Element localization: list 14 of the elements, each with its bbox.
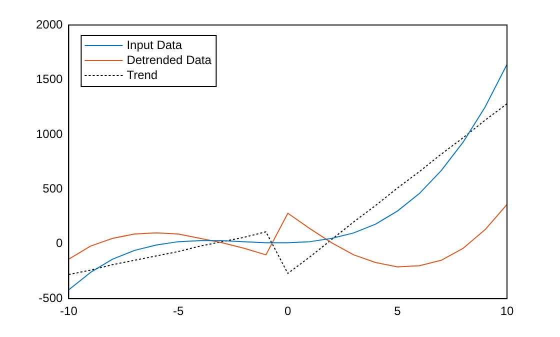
x-tick-label: 5 xyxy=(394,304,402,318)
legend-label: Detrended Data xyxy=(126,52,212,67)
y-tick-label: 0 xyxy=(56,236,64,250)
y-tick-label: 1000 xyxy=(36,126,64,141)
legend-label: Trend xyxy=(126,68,158,82)
x-tick-label: -5 xyxy=(172,304,184,318)
legend-label: Input Data xyxy=(126,38,182,52)
y-tick-label: 500 xyxy=(42,181,64,196)
x-tick-label: 0 xyxy=(284,304,292,318)
x-tick-label: -10 xyxy=(60,304,78,318)
y-tick-label: -500 xyxy=(38,290,64,305)
y-tick-label: 1500 xyxy=(36,72,64,86)
y-tick-label: 2000 xyxy=(36,17,64,32)
x-tick-label: 10 xyxy=(500,304,514,318)
